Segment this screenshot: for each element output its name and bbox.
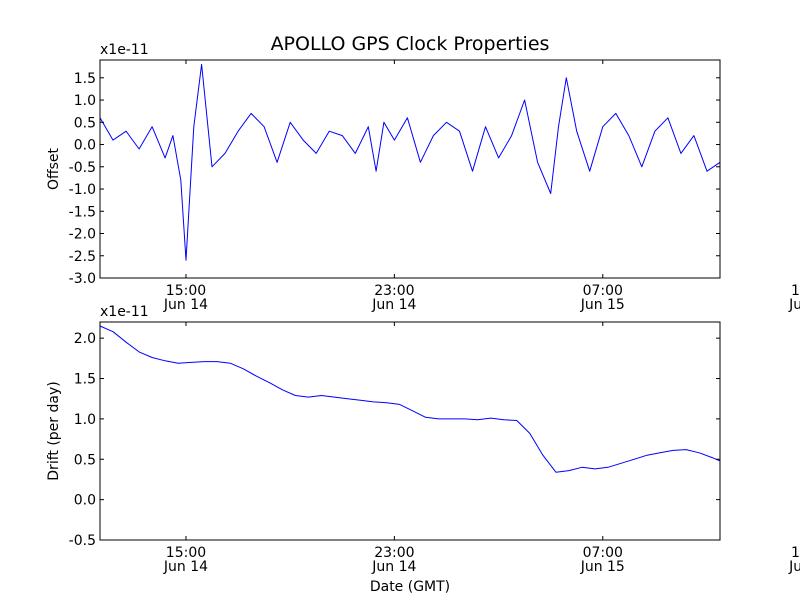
x-axis-label: Date (GMT) (370, 579, 450, 595)
x-tick-date-label: Jun 15 (580, 559, 625, 575)
y-tick-label: -1.5 (69, 204, 96, 220)
series-line-drift (99, 325, 721, 473)
subplot-offset: 1.5 1.0 0.5 0.0 -0.5 -1.0 -1.5 -2.0 -2.5 -3.0 15:0… (46, 42, 800, 313)
x-tick-time-label: 23:00 (374, 283, 414, 299)
axes-frame (99, 59, 721, 279)
y-axis-label: Drift (per day) (46, 381, 62, 480)
x-tick-date-label: Jun 14 (371, 559, 416, 575)
y-tick-label: -0.5 (69, 533, 96, 549)
y-tick-label: -2.5 (69, 249, 96, 265)
y-tick-label: 1.0 (74, 412, 96, 428)
x-tick-time-label: 15:00 (791, 545, 800, 561)
offset-text: x1e-11 (100, 304, 149, 320)
y-tick-label: 0.0 (74, 493, 96, 509)
x-tick-time-label: 15:00 (166, 283, 206, 299)
x-tick-date-label: Jun 15 (788, 559, 800, 575)
offset-text: x1e-11 (100, 42, 149, 58)
x-tick-date-label: Jun 15 (788, 297, 800, 313)
x-tick-date-label: Jun 14 (163, 297, 208, 313)
y-tick-label: 1.0 (74, 93, 96, 109)
x-tick-time-label: 07:00 (583, 283, 623, 299)
x-tick-time-label: 07:00 (583, 545, 623, 561)
y-tick-label: 1.5 (74, 71, 96, 87)
figure-title: APOLLO GPS Clock Properties (271, 33, 550, 55)
x-tick-time-label: 23:00 (374, 545, 414, 561)
x-tick-date-label: Jun 15 (580, 297, 625, 313)
y-axis-label: Offset (46, 147, 62, 190)
y-tick-label: 0.0 (74, 138, 96, 154)
x-tick-date-label: Jun 14 (371, 297, 416, 313)
y-tick-label: 2.0 (74, 331, 96, 347)
y-tick-label: -0.5 (69, 160, 96, 176)
x-tick-date-label: Jun 14 (163, 559, 208, 575)
y-tick-label: 0.5 (74, 452, 96, 468)
x-tick-time-label: 15:00 (166, 545, 206, 561)
x-tick-time-label: 15:00 (791, 283, 800, 299)
axes-frame (99, 321, 721, 541)
y-tick-label: 0.5 (74, 115, 96, 131)
y-tick-label: -3.0 (69, 271, 96, 287)
y-tick-label: -1.0 (69, 182, 96, 198)
y-tick-label: -2.0 (69, 227, 96, 243)
y-tick-label: 1.5 (74, 372, 96, 388)
series-line-offset (99, 63, 721, 261)
